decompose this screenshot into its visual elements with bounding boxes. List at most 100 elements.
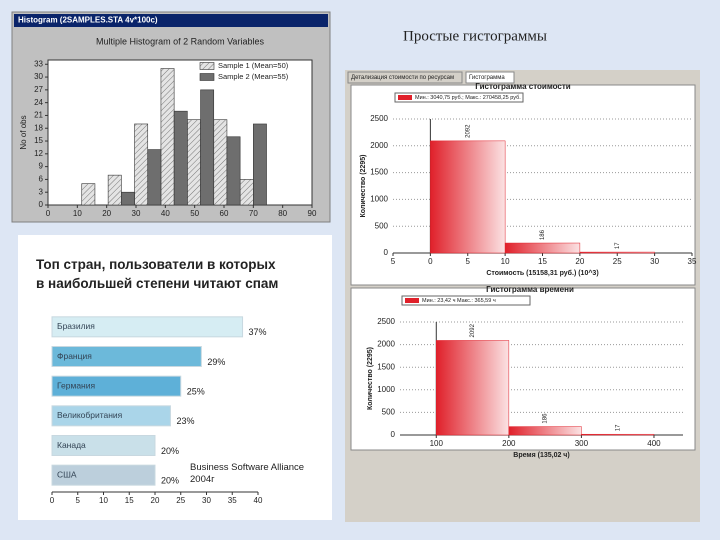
bar xyxy=(581,433,655,436)
y-tick-label: 12 xyxy=(34,149,43,158)
legend-label: Sample 2 (Mean=55) xyxy=(218,72,289,81)
annotation: Business Software Alliance 2004г xyxy=(190,462,304,485)
x-tick-label: 200 xyxy=(502,439,516,448)
tab[interactable] xyxy=(347,71,463,84)
y-tick-label: 1000 xyxy=(377,385,395,394)
legend-label: Мин.: 23,42 ч Макс.: 365,59 ч xyxy=(422,298,496,304)
y-tick-label: 1500 xyxy=(370,168,388,177)
legend-label: Sample 1 (Mean=50) xyxy=(218,61,289,70)
x-tick-label: 10 xyxy=(99,496,108,505)
bar xyxy=(253,123,267,206)
tab-label[interactable]: Гистограмма xyxy=(469,75,505,81)
y-tick-label: 33 xyxy=(34,59,43,68)
x-tick-label: 50 xyxy=(190,209,199,218)
bar xyxy=(213,119,228,206)
window-title: Histogram (2SAMPLES.STA 4v*100c) xyxy=(18,16,158,25)
bar xyxy=(579,251,655,254)
bar xyxy=(430,140,506,254)
y-tick-label: 24 xyxy=(34,98,43,107)
y-tick-label: 2500 xyxy=(377,317,395,326)
x-tick-label: 40 xyxy=(254,496,263,505)
y-tick-label: 500 xyxy=(375,221,389,230)
bar xyxy=(107,174,122,206)
x-tick-label: 5 xyxy=(466,257,471,266)
x-tick-label: 30 xyxy=(132,209,141,218)
y-tick-label: 21 xyxy=(34,111,43,120)
x-tick-label: 25 xyxy=(613,257,622,266)
x-tick-label: 40 xyxy=(161,209,170,218)
slide-title: Простые гистограммы xyxy=(403,28,547,44)
x-tick-label: 35 xyxy=(688,257,697,266)
x-tick-label: 0 xyxy=(46,209,51,218)
y-tick-label: 30 xyxy=(34,72,43,81)
x-tick-label: 90 xyxy=(308,209,317,218)
bar xyxy=(81,183,96,206)
x-tick-label: 20 xyxy=(102,209,111,218)
x-tick-label: 60 xyxy=(220,209,229,218)
x-tick-label: 80 xyxy=(278,209,287,218)
category-label: Германия xyxy=(57,380,96,390)
bar xyxy=(51,316,244,338)
y-tick-label: 6 xyxy=(39,175,44,184)
legend-label: Мин.: 3040,75 руб.; Макс.: 270458,25 руб… xyxy=(415,95,521,101)
chart-title: Топ стран, пользователи в которых в наибо… xyxy=(36,257,278,291)
chart-title: Multiple Histogram of 2 Random Variables xyxy=(96,36,264,46)
tab-label[interactable]: Детализация стоимости по ресурсам xyxy=(351,75,454,81)
bar xyxy=(504,242,581,254)
value-label: 20% xyxy=(161,446,179,456)
x-tick-label: 5 xyxy=(76,496,81,505)
bar xyxy=(436,340,510,436)
y-tick-label: 2500 xyxy=(370,114,388,123)
y-tick-label: 15 xyxy=(34,136,43,145)
y-tick-label: 1000 xyxy=(370,195,388,204)
value-label: 186 xyxy=(540,229,546,240)
x-tick-label: 20 xyxy=(151,496,160,505)
x-tick-label: 30 xyxy=(650,257,659,266)
y-tick-label: 0 xyxy=(384,248,389,257)
y-tick-label: 9 xyxy=(39,162,44,171)
y-axis-label: Количество (2295) xyxy=(360,155,367,218)
x-tick-label: 0 xyxy=(428,257,433,266)
value-label: 17 xyxy=(615,424,621,431)
tab[interactable] xyxy=(465,71,515,84)
bar xyxy=(239,179,254,206)
y-tick-label: 27 xyxy=(34,85,43,94)
y-axis-label: No of obs xyxy=(19,115,28,149)
category-label: Бразилия xyxy=(57,321,95,331)
y-tick-label: 3 xyxy=(39,187,44,196)
x-tick-label: 35 xyxy=(228,496,237,505)
value-label: 20% xyxy=(161,476,179,486)
y-axis-label: Количество (2295) xyxy=(367,347,374,410)
x-tick-label: 400 xyxy=(647,439,661,448)
y-tick-label: 18 xyxy=(34,123,43,132)
bar xyxy=(51,464,156,486)
x-tick-label: 15 xyxy=(538,257,547,266)
y-tick-label: 1500 xyxy=(377,362,395,371)
value-label: 2092 xyxy=(465,124,471,138)
bar xyxy=(51,435,156,456)
value-label: 37% xyxy=(249,327,267,337)
y-tick-label: 2000 xyxy=(377,340,395,349)
x-tick-label: 10 xyxy=(501,257,510,266)
x-tick-label: 25 xyxy=(176,496,185,505)
bar xyxy=(51,375,182,397)
bar xyxy=(147,149,162,206)
legend-box xyxy=(401,295,531,306)
category-label: Великобритания xyxy=(57,410,123,420)
category-label: США xyxy=(57,469,77,479)
x-tick-label: 15 xyxy=(125,496,134,505)
bar xyxy=(200,89,215,206)
legend-swatch xyxy=(398,95,412,100)
bar xyxy=(51,346,202,367)
x-tick-label: 100 xyxy=(430,439,444,448)
y-tick-label: 0 xyxy=(391,430,396,439)
title-bar xyxy=(14,14,328,27)
chart-title: Гистограмма стоимости xyxy=(475,82,571,91)
x-tick-label: 20 xyxy=(575,257,584,266)
x-tick-label: 70 xyxy=(249,209,258,218)
bar xyxy=(187,119,201,206)
value-label: 186 xyxy=(543,413,549,424)
x-axis-label: Время (135,02 ч) xyxy=(513,452,569,459)
